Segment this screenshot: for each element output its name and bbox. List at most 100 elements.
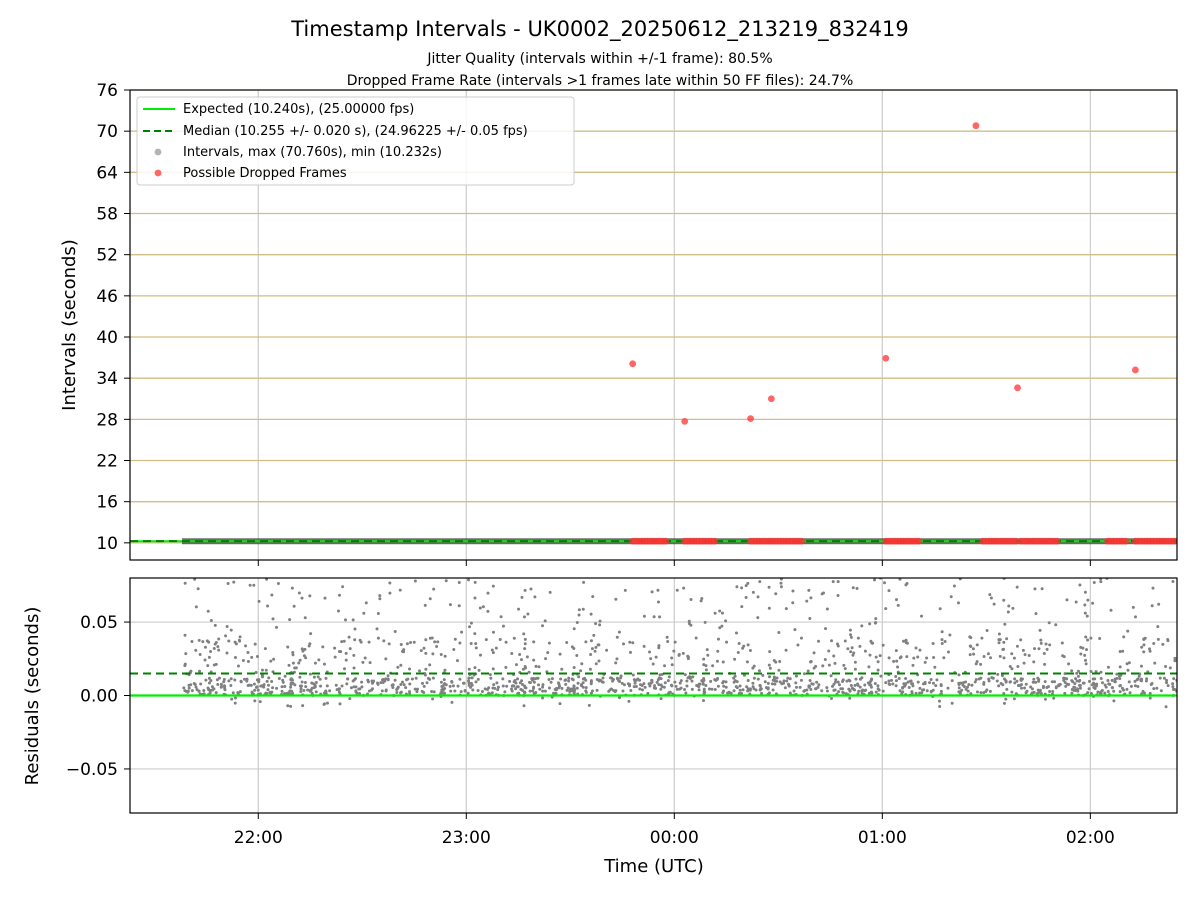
residual-point bbox=[526, 612, 530, 616]
residual-point bbox=[1064, 677, 1068, 681]
residual-point bbox=[352, 666, 356, 670]
residual-point bbox=[1042, 652, 1046, 656]
residual-point bbox=[344, 651, 348, 655]
residual-point bbox=[448, 684, 452, 688]
residual-point bbox=[351, 618, 355, 622]
residual-point bbox=[650, 678, 654, 682]
residual-point bbox=[431, 676, 435, 680]
residual-point bbox=[1151, 586, 1155, 590]
residual-point bbox=[198, 669, 202, 673]
residual-point bbox=[656, 588, 660, 592]
residual-point bbox=[1128, 691, 1132, 695]
residual-point bbox=[1057, 684, 1061, 688]
residual-point bbox=[1090, 683, 1094, 687]
residual-point bbox=[246, 660, 250, 664]
residual-point bbox=[309, 632, 313, 636]
residual-point bbox=[1159, 689, 1163, 693]
top-y-tick-label: 76 bbox=[96, 81, 118, 101]
residual-point bbox=[229, 628, 233, 632]
residual-point bbox=[584, 689, 588, 693]
residual-point bbox=[229, 677, 233, 681]
residual-point bbox=[554, 691, 558, 695]
residual-point bbox=[774, 592, 778, 596]
residual-point bbox=[768, 675, 772, 679]
residual-point bbox=[1070, 679, 1074, 683]
residual-point bbox=[1013, 681, 1017, 685]
residual-point bbox=[837, 683, 841, 687]
residual-point bbox=[534, 664, 538, 668]
residual-point bbox=[929, 678, 933, 682]
residual-point bbox=[291, 681, 295, 685]
residual-point bbox=[272, 657, 276, 661]
residual-point bbox=[685, 684, 689, 688]
residual-point bbox=[920, 691, 924, 695]
residual-point bbox=[659, 697, 663, 701]
residual-point bbox=[876, 660, 880, 664]
residual-point bbox=[833, 680, 837, 684]
residual-point bbox=[581, 681, 585, 685]
residual-point bbox=[340, 640, 344, 644]
residual-point bbox=[1013, 677, 1017, 681]
residual-point bbox=[204, 678, 208, 682]
residual-point bbox=[1121, 649, 1125, 653]
residual-point bbox=[541, 624, 545, 628]
residual-point bbox=[313, 685, 317, 689]
residual-point bbox=[979, 662, 983, 666]
residual-point bbox=[244, 644, 248, 648]
residual-point bbox=[694, 636, 698, 640]
residual-point bbox=[348, 697, 352, 701]
residual-point bbox=[724, 680, 728, 684]
residual-point bbox=[1032, 660, 1036, 664]
residual-point bbox=[1139, 664, 1143, 668]
residual-point bbox=[481, 605, 485, 609]
residual-point bbox=[184, 652, 188, 656]
residual-point bbox=[1020, 677, 1024, 681]
residual-point bbox=[478, 606, 482, 610]
residual-point bbox=[333, 646, 337, 650]
residual-point bbox=[1078, 686, 1082, 690]
residual-point bbox=[868, 653, 872, 657]
residual-point bbox=[567, 679, 571, 683]
residual-point bbox=[409, 640, 413, 644]
residual-point bbox=[544, 657, 548, 661]
residual-point bbox=[985, 629, 989, 633]
residual-point bbox=[716, 649, 720, 653]
residual-point bbox=[443, 668, 447, 672]
residual-point bbox=[510, 689, 514, 693]
residual-point bbox=[201, 640, 205, 644]
residual-point bbox=[522, 704, 526, 708]
residual-point bbox=[654, 686, 658, 690]
residual-point bbox=[214, 662, 218, 666]
residual-point bbox=[657, 676, 661, 680]
residual-point bbox=[1063, 672, 1067, 676]
residual-point bbox=[858, 644, 862, 648]
residual-point bbox=[439, 680, 443, 684]
residual-point bbox=[212, 647, 216, 651]
residual-point bbox=[367, 640, 371, 644]
residual-point bbox=[1083, 653, 1087, 657]
x-tick-label: 23:00 bbox=[442, 828, 491, 848]
residual-point bbox=[335, 688, 339, 692]
residual-point bbox=[344, 658, 348, 662]
residual-point bbox=[974, 662, 978, 666]
residual-point bbox=[384, 688, 388, 692]
residual-point bbox=[973, 680, 977, 684]
chart-subtitle-dropped: Dropped Frame Rate (intervals >1 frames … bbox=[347, 73, 854, 89]
residual-point bbox=[1004, 697, 1008, 701]
residual-point bbox=[778, 659, 782, 663]
residual-point bbox=[210, 685, 214, 689]
residual-point bbox=[1027, 654, 1031, 658]
residual-point bbox=[259, 684, 263, 688]
residual-point bbox=[689, 597, 693, 601]
residual-point bbox=[419, 649, 423, 653]
residual-point bbox=[939, 689, 943, 693]
residual-point bbox=[1148, 696, 1152, 700]
residual-point bbox=[308, 642, 312, 646]
residual-point bbox=[980, 636, 984, 640]
residual-point bbox=[1108, 682, 1112, 686]
residual-point bbox=[199, 682, 203, 686]
residual-point bbox=[946, 686, 950, 690]
residual-point bbox=[576, 681, 580, 685]
residual-point bbox=[768, 650, 772, 654]
residual-point bbox=[852, 651, 856, 655]
